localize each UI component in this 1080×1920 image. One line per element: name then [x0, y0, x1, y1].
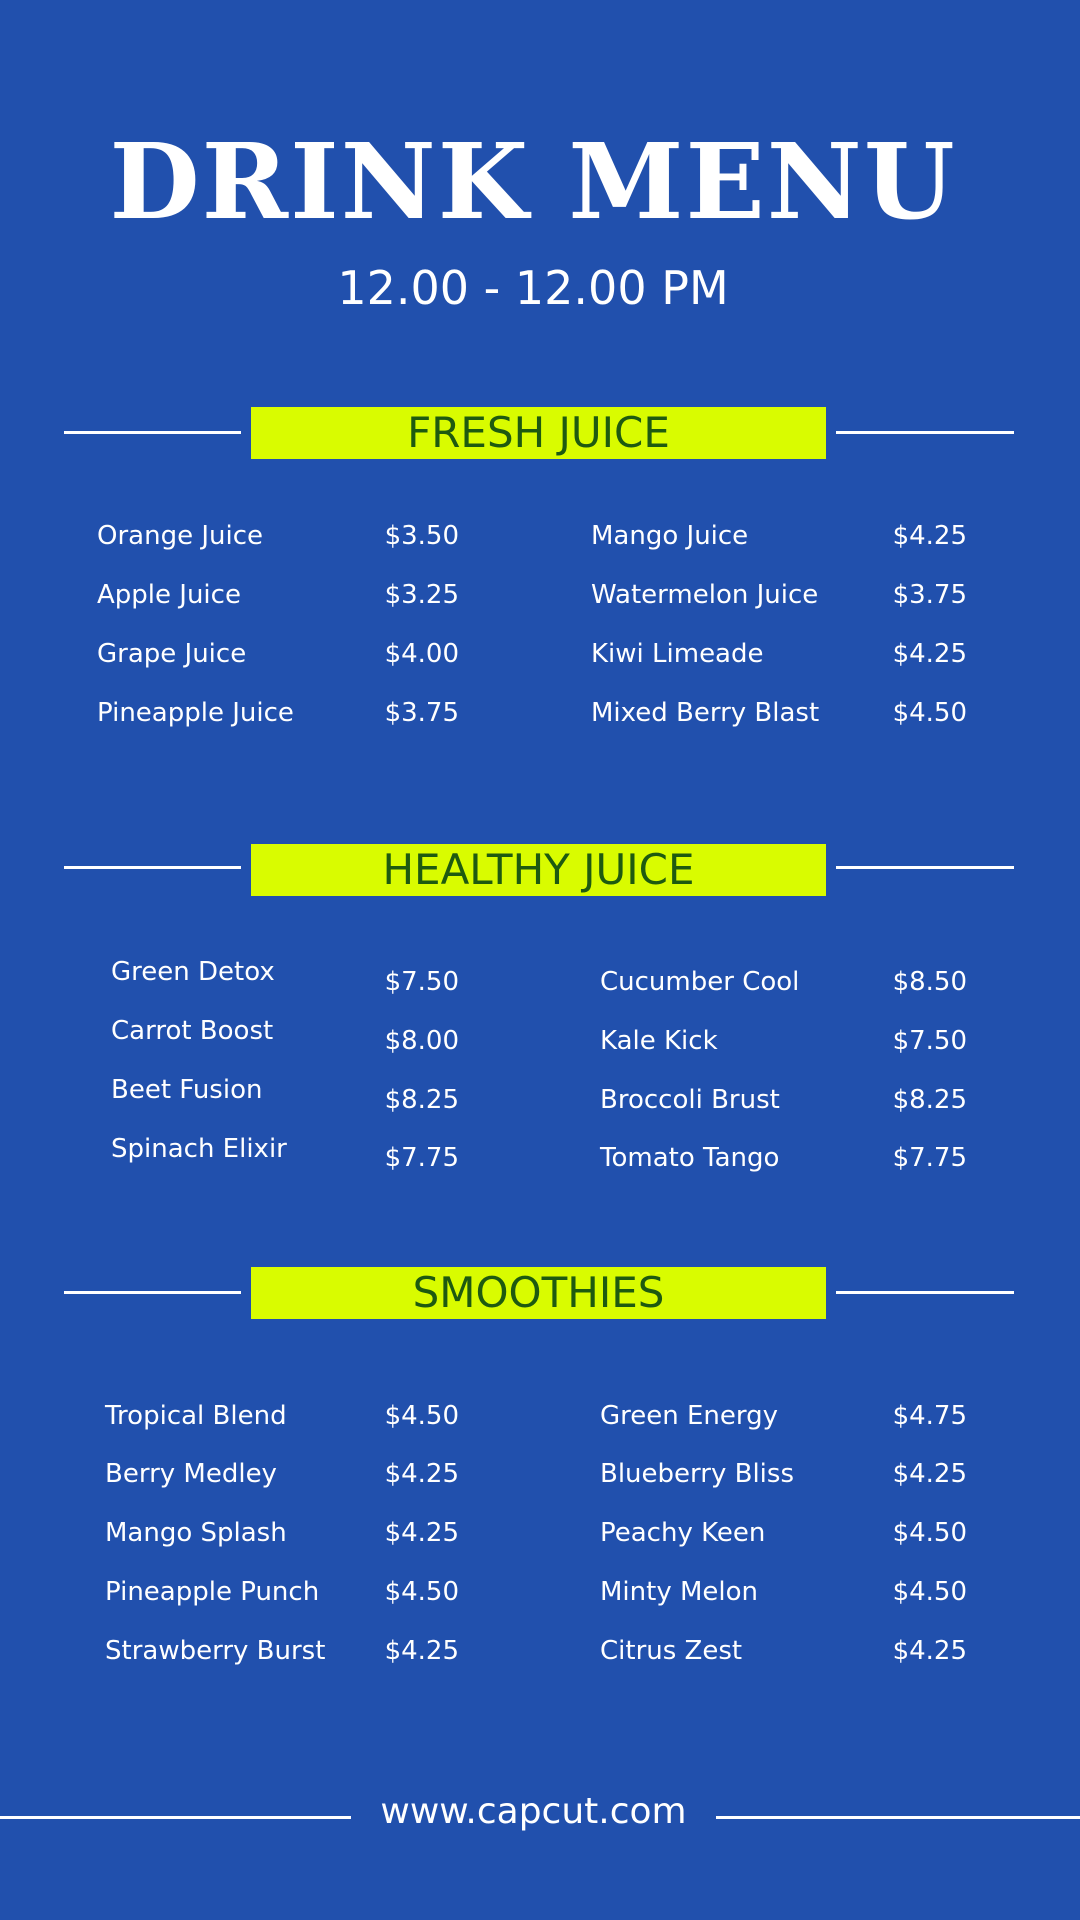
menu-item-price: $7.75 — [384, 1143, 459, 1173]
menu-item-price: $3.75 — [384, 698, 459, 728]
menu-item-price: $3.25 — [384, 580, 459, 610]
menu-item-name: Spinach Elixir — [111, 1134, 287, 1164]
menu-item-name: Green Energy — [600, 1401, 779, 1431]
menu-item-price: $4.25 — [892, 521, 967, 551]
menu-item-price: $3.75 — [892, 580, 967, 610]
menu-item-name: Mixed Berry Blast — [591, 698, 820, 728]
menu-item-price: $4.50 — [384, 1401, 459, 1431]
menu-item-name: Berry Medley — [105, 1459, 277, 1489]
menu-item-price: $7.75 — [892, 1143, 967, 1173]
section-divider-left — [64, 431, 241, 434]
section-divider-left — [64, 866, 241, 869]
menu-item-price: $4.25 — [892, 639, 967, 669]
section-title-fresh-juice: FRESH JUICE — [251, 407, 826, 459]
menu-item-price: $4.25 — [892, 1459, 967, 1489]
menu-item-name: Pineapple Juice — [97, 698, 294, 728]
menu-item-name: Green Detox — [111, 957, 275, 987]
menu-item-price: $4.50 — [892, 698, 967, 728]
section-title-smoothies: SMOOTHIES — [251, 1267, 826, 1319]
website-link[interactable]: www.capcut.com — [380, 1791, 687, 1832]
menu-item-price: $4.25 — [384, 1459, 459, 1489]
menu-item-price: $4.25 — [384, 1518, 459, 1548]
menu-item-name: Mango Juice — [591, 521, 749, 551]
menu-item-name: Kiwi Limeade — [591, 639, 764, 669]
menu-item-price: $4.00 — [384, 639, 459, 669]
menu-item-price: $8.50 — [892, 967, 967, 997]
menu-item-price: $4.50 — [892, 1577, 967, 1607]
menu-item-price: $8.25 — [384, 1085, 459, 1115]
menu-item-name: Apple Juice — [97, 580, 241, 610]
menu-item-name: Broccoli Brust — [600, 1085, 780, 1115]
menu-item-name: Peachy Keen — [600, 1518, 766, 1548]
menu-item-name: Orange Juice — [97, 521, 263, 551]
menu-item-price: $4.75 — [892, 1401, 967, 1431]
menu-item-price: $7.50 — [384, 967, 459, 997]
menu-item-name: Kale Kick — [600, 1026, 718, 1056]
menu-item-name: Beet Fusion — [111, 1075, 263, 1105]
menu-item-name: Grape Juice — [97, 639, 247, 669]
menu-item-name: Mango Splash — [105, 1518, 287, 1548]
menu-item-name: Tropical Blend — [105, 1401, 287, 1431]
section-divider-left — [64, 1291, 241, 1294]
menu-item-price: $7.50 — [892, 1026, 967, 1056]
menu-item-name: Citrus Zest — [600, 1636, 743, 1666]
menu-item-name: Pineapple Punch — [105, 1577, 320, 1607]
opening-hours: 12.00 - 12.00 PM — [337, 261, 729, 315]
menu-item-price: $3.50 — [384, 521, 459, 551]
menu-item-price: $8.00 — [384, 1026, 459, 1056]
menu-title: DRINK MENU — [109, 120, 957, 243]
section-divider-right — [836, 866, 1014, 869]
menu-item-name: Minty Melon — [600, 1577, 759, 1607]
menu-item-name: Watermelon Juice — [591, 580, 819, 610]
section-divider-right — [836, 431, 1014, 434]
section-title-healthy-juice: HEALTHY JUICE — [251, 844, 826, 896]
menu-item-name: Tomato Tango — [600, 1143, 780, 1173]
menu-item-name: Strawberry Burst — [105, 1636, 326, 1666]
footer-divider-left — [0, 1816, 351, 1819]
section-divider-right — [836, 1291, 1014, 1294]
menu-item-name: Carrot Boost — [111, 1016, 274, 1046]
menu-item-price: $4.50 — [892, 1518, 967, 1548]
menu-item-price: $4.25 — [892, 1636, 967, 1666]
menu-item-price: $4.25 — [384, 1636, 459, 1666]
footer-divider-right — [716, 1816, 1080, 1819]
menu-item-name: Blueberry Bliss — [600, 1459, 794, 1489]
menu-item-price: $4.50 — [384, 1577, 459, 1607]
menu-item-price: $8.25 — [892, 1085, 967, 1115]
menu-item-name: Cucumber Cool — [600, 967, 800, 997]
